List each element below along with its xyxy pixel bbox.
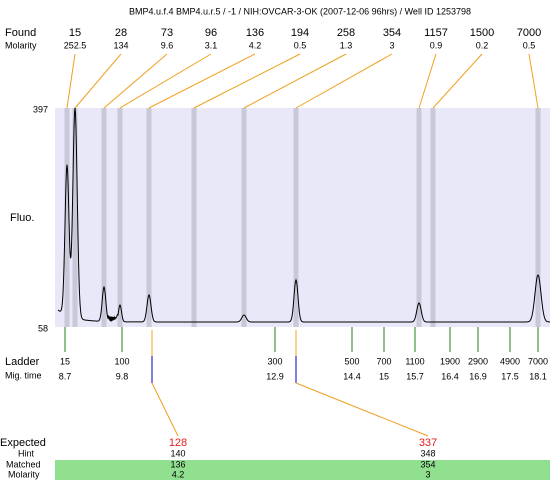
time-label: Mig. time <box>5 370 42 380</box>
exp-molarity-value: 3 <box>425 469 430 479</box>
found-size: 96 <box>205 27 217 39</box>
found-molarity: 0.5 <box>294 40 307 50</box>
found-size: 28 <box>115 27 127 39</box>
found-size: 1500 <box>470 27 494 39</box>
ladder-size: 4900 <box>500 356 520 366</box>
peak-band <box>101 108 107 327</box>
ladder-size: 300 <box>267 356 282 366</box>
found-connector <box>528 53 539 109</box>
peak-band <box>117 108 123 327</box>
molarity-label: Molarity <box>5 40 37 50</box>
peak-band <box>64 108 70 327</box>
ladder-time: 16.9 <box>469 371 487 381</box>
ladder-size: 2900 <box>468 356 488 366</box>
found-size: 258 <box>337 27 355 39</box>
peak-band <box>293 108 299 327</box>
found-connector <box>193 53 301 109</box>
matched-label: Matched <box>6 459 41 469</box>
peak-band <box>241 108 247 327</box>
matched-band <box>55 460 550 480</box>
found-size: 7000 <box>517 27 541 39</box>
found-connector <box>295 53 393 109</box>
found-molarity: 0.2 <box>476 40 489 50</box>
found-molarity: 252.5 <box>64 40 87 50</box>
found-connector <box>432 53 483 109</box>
ladder-time: 14.4 <box>343 371 361 381</box>
found-molarity: 9.6 <box>161 40 174 50</box>
ladder-size: 15 <box>60 356 70 366</box>
ladder-size: 700 <box>376 356 391 366</box>
expected-value: 337 <box>419 437 437 449</box>
plot-area <box>55 108 550 327</box>
y-max: 397 <box>33 104 48 114</box>
found-label: Found <box>5 27 36 39</box>
found-size: 136 <box>246 27 264 39</box>
ladder-size: 100 <box>114 356 129 366</box>
ladder-size: 1100 <box>405 356 424 366</box>
found-size: 354 <box>383 27 401 39</box>
ladder-time: 8.7 <box>59 371 72 381</box>
found-molarity: 3 <box>389 40 394 50</box>
axis-label: Fluo. <box>10 212 34 224</box>
matched-value: 136 <box>170 459 185 469</box>
peak-band <box>535 108 541 327</box>
ladder-size: 1900 <box>440 356 460 366</box>
ladder-size: 500 <box>344 356 359 366</box>
ladder-time: 17.5 <box>501 371 519 381</box>
found-connector <box>243 53 347 109</box>
found-connector <box>119 53 212 109</box>
found-connector <box>74 53 122 109</box>
found-molarity: 134 <box>113 40 128 50</box>
expected-label: Expected <box>0 437 46 449</box>
peak-band <box>146 108 152 327</box>
ladder-time: 9.8 <box>116 371 129 381</box>
ladder-size: 7000 <box>528 356 548 366</box>
title: BMP4.u.f.4 BMP4.u.r.5 / -1 / NIH:OVCAR-3… <box>129 6 471 16</box>
exp-molarity-label: Molarity <box>8 469 40 479</box>
found-molarity: 0.5 <box>523 40 536 50</box>
trace <box>57 107 550 323</box>
exp-molarity-value: 4.2 <box>172 469 185 479</box>
ladder-time: 16.4 <box>441 371 459 381</box>
peak-band <box>191 108 197 327</box>
expected-connector <box>151 382 179 437</box>
found-molarity: 3.1 <box>205 40 218 50</box>
peak-band <box>72 108 78 327</box>
found-connector <box>418 53 437 109</box>
ladder-time: 18.1 <box>529 371 547 381</box>
found-size: 1157 <box>424 27 448 39</box>
hint-value: 140 <box>170 448 185 458</box>
peak-band <box>430 108 436 327</box>
expected-value: 128 <box>169 437 187 449</box>
y-min: 58 <box>38 323 48 333</box>
expected-connector <box>295 382 429 437</box>
found-molarity: 0.9 <box>430 40 443 50</box>
hint-value: 348 <box>420 448 435 458</box>
matched-value: 354 <box>420 459 435 469</box>
found-size: 194 <box>291 27 309 39</box>
found-connector <box>103 53 168 109</box>
hint-label: Hint <box>18 448 35 458</box>
ladder-time: 15 <box>379 371 389 381</box>
ladder-time: 12.9 <box>266 371 284 381</box>
found-connector <box>66 53 76 109</box>
found-molarity: 1.3 <box>340 40 353 50</box>
ladder-time: 15.7 <box>406 371 424 381</box>
peak-band <box>416 108 422 327</box>
found-molarity: 4.2 <box>249 40 262 50</box>
found-connector <box>148 53 256 109</box>
found-size: 15 <box>69 27 81 39</box>
found-size: 73 <box>161 27 173 39</box>
ladder-label: Ladder <box>5 356 40 368</box>
